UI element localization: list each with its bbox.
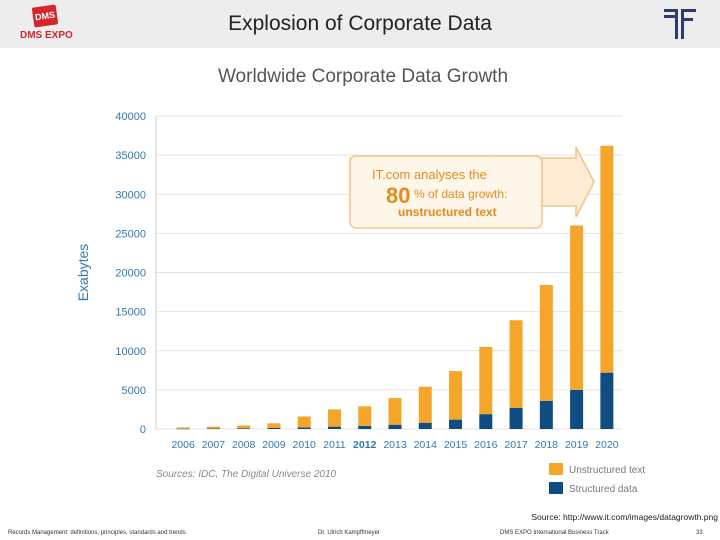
legend-swatch-1: [549, 482, 563, 494]
bar-2017-structured: [509, 407, 523, 429]
bar-2013-unstructured: [388, 398, 402, 425]
dms-expo-logo-text: DMS EXPO: [20, 30, 73, 41]
footer-topic: Records Management: definitions, princip…: [8, 530, 186, 536]
annotation-number: 80: [386, 183, 410, 208]
annotation-line3: unstructured text: [398, 205, 497, 219]
bar-2018-unstructured: [539, 285, 553, 401]
bar-2006-unstructured: [176, 427, 190, 429]
y-tick-7: 35000: [115, 150, 146, 162]
x-tick-2013: 2013: [383, 439, 407, 451]
bar-2019-unstructured: [570, 225, 584, 390]
bar-2008-unstructured: [237, 425, 251, 429]
bar-2012-structured: [358, 425, 372, 429]
x-tick-2010: 2010: [293, 439, 317, 451]
y-tick-4: 20000: [115, 268, 146, 280]
x-tick-2011: 2011: [323, 439, 346, 451]
bar-2006-structured: [176, 428, 190, 430]
bar-2010-structured: [297, 427, 311, 429]
y-tick-8: 40000: [115, 111, 146, 123]
annotation-box: [349, 155, 543, 229]
annotation-callout: IT.com analyses the 80 % of data growth:…: [349, 146, 595, 229]
slide-title: Explosion of Corporate Data: [228, 12, 492, 35]
y-tick-labels: 0 5000 10000 15000 20000 25000 30000 35000 40000: [115, 111, 146, 436]
chart-title: Worldwide Corporate Data Growth: [218, 66, 508, 87]
bar-2008-structured: [237, 428, 251, 429]
corporate-data-growth-chart: Worldwide Corporate Data Growth Exabytes…: [75, 66, 645, 495]
bar-2017-unstructured: [509, 320, 523, 408]
dms-badge: DMS: [31, 4, 59, 28]
bar-2020-structured: [600, 372, 614, 429]
x-tick-2017: 2017: [504, 439, 528, 451]
annotation-line2: % of data growth:: [414, 187, 507, 201]
x-tick-2009: 2009: [262, 439, 286, 451]
slide-header: [0, 0, 720, 48]
x-tick-2007: 2007: [202, 439, 226, 451]
x-tick-2016: 2016: [474, 439, 498, 451]
bar-2011-unstructured: [327, 409, 341, 427]
company-logo-icon: [664, 9, 696, 39]
y-tick-6: 30000: [115, 189, 146, 201]
y-axis-label: Exabytes: [75, 244, 91, 302]
x-tick-labels: 2006 2007 2008 2009 2010 2011 2012 2013 2014 2015…: [171, 439, 618, 451]
legend-swatch-0: [549, 463, 563, 475]
x-tick-2006: 2006: [171, 439, 195, 451]
bar-2010-unstructured: [297, 416, 311, 428]
bar-2018-structured: [539, 400, 553, 429]
bar-2014-unstructured: [418, 386, 432, 423]
x-tick-2008: 2008: [232, 439, 256, 451]
y-tick-2: 10000: [115, 346, 146, 358]
bar-2009-structured: [267, 427, 281, 429]
bar-2013-structured: [388, 424, 402, 429]
bars: [176, 145, 614, 430]
dms-expo-logo: DMS DMS EXPO: [20, 4, 76, 44]
x-tick-2015: 2015: [444, 439, 468, 451]
bar-2020-unstructured: [600, 145, 614, 373]
bar-2016-unstructured: [479, 346, 493, 415]
bar-2007-structured: [206, 428, 220, 430]
bar-2007-unstructured: [206, 426, 220, 429]
footer-event: DMS EXPO International Business Track: [500, 530, 609, 536]
y-tick-1: 5000: [122, 385, 146, 397]
bar-2009-unstructured: [267, 423, 281, 428]
x-tick-2020: 2020: [595, 439, 619, 451]
legend-label-1: Structured data: [569, 484, 638, 495]
y-tick-0: 0: [140, 424, 146, 436]
annotation-line1: IT.com analyses the: [372, 167, 487, 182]
y-tick-3: 15000: [115, 307, 146, 319]
x-tick-2012: 2012: [353, 439, 377, 451]
legend-label-0: Unstructured text: [569, 465, 645, 476]
bar-2015-structured: [449, 419, 463, 429]
footer-author: Dr. Ulrich Kampffmeyer: [318, 530, 380, 536]
bar-2016-structured: [479, 414, 493, 429]
bar-2012-unstructured: [358, 406, 372, 426]
slide-footer: Records Management: definitions, princip…: [0, 528, 720, 540]
x-tick-2019: 2019: [565, 439, 589, 451]
bar-2011-structured: [327, 426, 341, 429]
footer-page-number: 33: [696, 530, 703, 536]
bar-2019-structured: [570, 389, 584, 429]
bar-2014-structured: [418, 422, 432, 429]
chart-legend: Unstructured text Structured data: [549, 463, 645, 495]
y-tick-5: 25000: [115, 228, 146, 240]
chart-sources-note: Sources: IDC, The Digital Universe 2010: [156, 469, 337, 480]
x-tick-2014: 2014: [414, 439, 438, 451]
x-tick-2018: 2018: [535, 439, 559, 451]
image-source-caption: Source: http://www.it.com/images/datagro…: [531, 512, 718, 522]
bar-2015-unstructured: [449, 371, 463, 420]
